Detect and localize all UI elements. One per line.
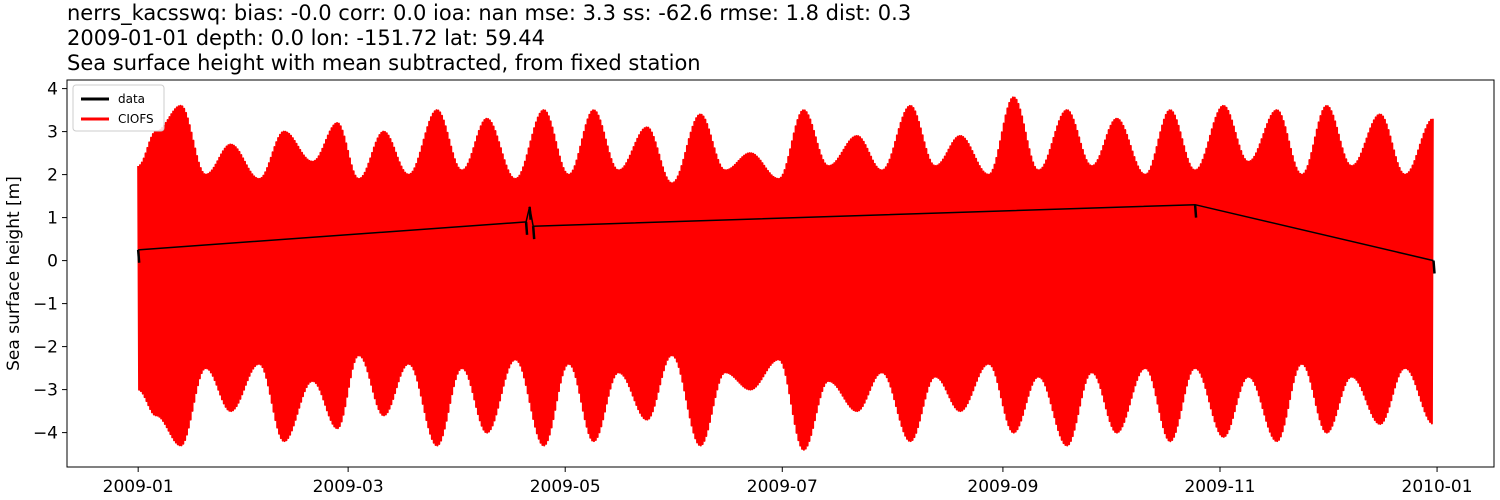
y-tick-label: 0 <box>47 252 58 272</box>
x-tick-label: 2009-01 <box>103 477 174 497</box>
y-tick-label: −2 <box>33 338 58 358</box>
y-tick-label: −1 <box>33 295 58 315</box>
x-tick-label: 2009-03 <box>313 477 384 497</box>
data-point-mark <box>136 249 141 263</box>
y-tick-label: −4 <box>33 424 58 444</box>
x-tick-label: 2009-09 <box>967 477 1038 497</box>
y-tick-label: 1 <box>47 209 58 229</box>
x-tick-label: 2009-05 <box>530 477 601 497</box>
data-point-mark <box>1432 260 1436 274</box>
series-line-ciofs <box>137 96 1434 451</box>
legend-label-data: data <box>118 92 145 106</box>
y-tick-label: 2 <box>47 166 58 186</box>
y-tick-label: −3 <box>33 381 58 401</box>
data-point-mark <box>1193 204 1198 218</box>
x-tick-label: 2009-11 <box>1184 477 1255 497</box>
legend-label-ciofs: CIOFS <box>118 112 154 126</box>
y-tick-label: 4 <box>47 80 58 100</box>
plot-frame <box>66 79 1495 468</box>
chart-title-station: 2009-01-01 depth: 0.0 lon: -151.72 lat: … <box>67 26 545 50</box>
x-tick-label: 2010-01 <box>1402 477 1473 497</box>
y-axis-label: Sea surface height [m] <box>4 176 24 371</box>
x-tick-label: 2009-07 <box>747 477 818 497</box>
data-point-mark <box>528 206 532 220</box>
chart-title-stats: nerrs_kacsswq: bias: -0.0 corr: 0.0 ioa:… <box>67 1 912 25</box>
chart-title-block: nerrs_kacsswq: bias: -0.0 corr: 0.0 ioa:… <box>67 1 911 76</box>
data-point-mark <box>531 226 536 240</box>
chart-title-variable: Sea surface height with mean subtracted,… <box>67 51 701 75</box>
data-point-mark <box>524 221 529 235</box>
y-tick-label: 3 <box>47 123 58 143</box>
